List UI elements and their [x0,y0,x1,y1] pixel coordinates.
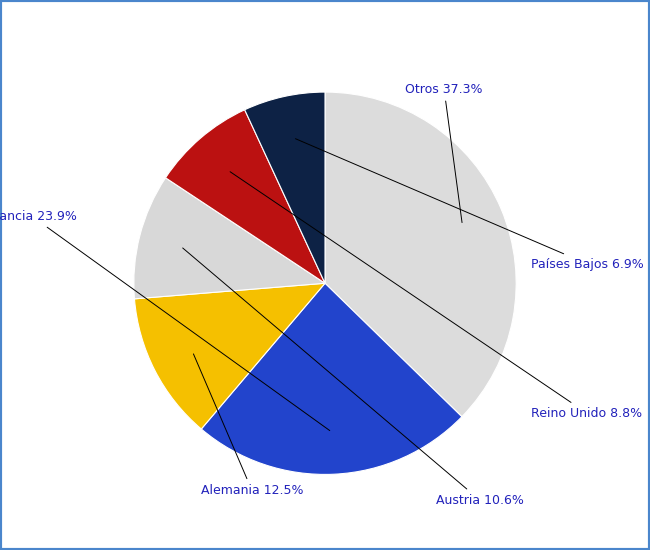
Text: Otros 37.3%: Otros 37.3% [406,82,483,223]
Text: Países Bajos 6.9%: Países Bajos 6.9% [296,139,644,271]
Text: Austria 10.6%: Austria 10.6% [183,248,524,507]
Wedge shape [325,92,516,417]
Text: Marina de Cudeyo - Turistas extranjeros según país - Abril de 2024: Marina de Cudeyo - Turistas extranjeros … [81,14,569,31]
Wedge shape [202,283,462,475]
Wedge shape [166,110,325,283]
Wedge shape [244,92,325,283]
Text: Francia 23.9%: Francia 23.9% [0,210,330,431]
Wedge shape [135,283,325,429]
Text: Alemania 12.5%: Alemania 12.5% [194,354,304,497]
Wedge shape [134,178,325,299]
Text: http://www.foro-ciudad.com: http://www.foro-ciudad.com [482,531,627,541]
Text: Reino Unido 8.8%: Reino Unido 8.8% [230,172,643,420]
